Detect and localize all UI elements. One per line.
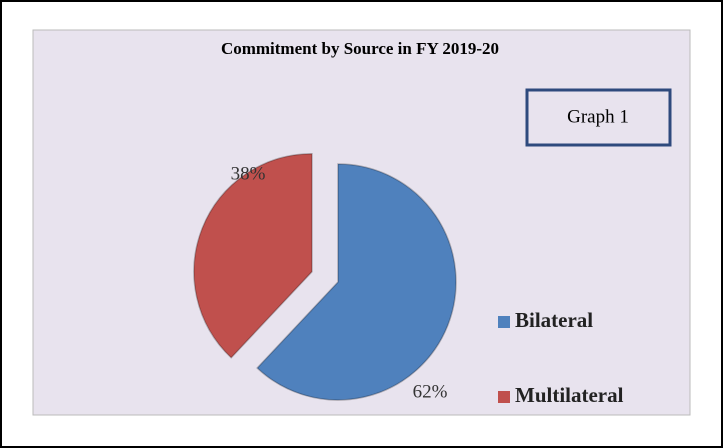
chart-title: Commitment by Source in FY 2019-20 (221, 39, 499, 58)
legend-swatch (498, 391, 510, 403)
pie-slice (256, 163, 457, 401)
annotation-box (525, 88, 672, 147)
value-label: 62% (413, 381, 448, 402)
legend-label: Bilateral (515, 308, 593, 332)
value-label: 38% (231, 163, 266, 184)
pie-slice (193, 152, 313, 359)
annotation: Graph 1 (567, 106, 629, 127)
legend-swatch (498, 316, 510, 328)
legend-label: Multilateral (515, 383, 624, 407)
